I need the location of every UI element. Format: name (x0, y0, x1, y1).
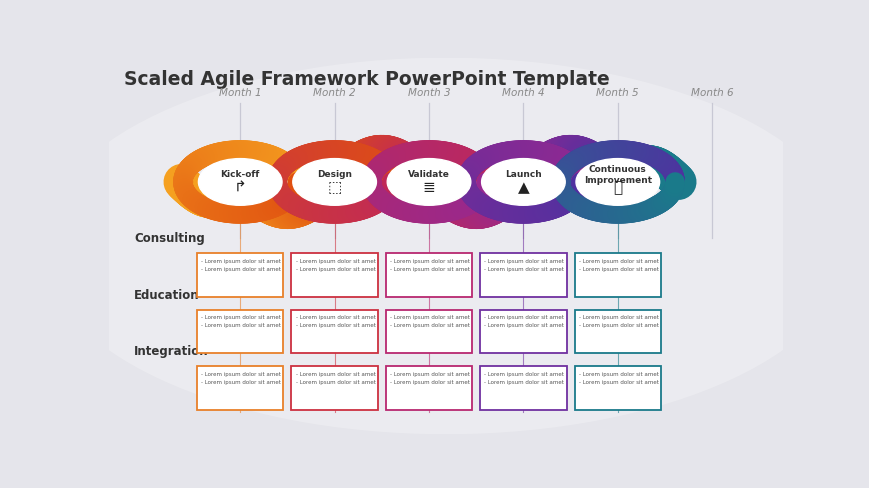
Circle shape (387, 159, 470, 206)
Text: ▲: ▲ (517, 180, 528, 195)
Text: - Lorem ipsum dolor sit amet
- Lorem ipsum dolor sit amet: - Lorem ipsum dolor sit amet - Lorem ips… (389, 259, 469, 271)
FancyBboxPatch shape (291, 310, 377, 353)
FancyBboxPatch shape (386, 254, 472, 297)
Text: ⤒: ⤒ (613, 180, 621, 195)
Text: - Lorem ipsum dolor sit amet
- Lorem ipsum dolor sit amet: - Lorem ipsum dolor sit amet - Lorem ips… (295, 259, 375, 271)
Circle shape (198, 159, 282, 206)
FancyBboxPatch shape (197, 366, 283, 410)
Text: Month 1: Month 1 (219, 88, 262, 98)
Ellipse shape (42, 59, 850, 434)
Circle shape (575, 159, 659, 206)
Text: - Lorem ipsum dolor sit amet
- Lorem ipsum dolor sit amet: - Lorem ipsum dolor sit amet - Lorem ips… (484, 259, 563, 271)
Text: - Lorem ipsum dolor sit amet
- Lorem ipsum dolor sit amet: - Lorem ipsum dolor sit amet - Lorem ips… (295, 371, 375, 384)
Text: - Lorem ipsum dolor sit amet
- Lorem ipsum dolor sit amet: - Lorem ipsum dolor sit amet - Lorem ips… (201, 315, 281, 327)
FancyBboxPatch shape (386, 310, 472, 353)
Text: - Lorem ipsum dolor sit amet
- Lorem ipsum dolor sit amet: - Lorem ipsum dolor sit amet - Lorem ips… (201, 371, 281, 384)
Text: - Lorem ipsum dolor sit amet
- Lorem ipsum dolor sit amet: - Lorem ipsum dolor sit amet - Lorem ips… (201, 259, 281, 271)
Text: - Lorem ipsum dolor sit amet
- Lorem ipsum dolor sit amet: - Lorem ipsum dolor sit amet - Lorem ips… (484, 371, 563, 384)
Text: Education: Education (134, 288, 200, 301)
Text: ↱: ↱ (234, 180, 246, 195)
Text: Consulting: Consulting (134, 232, 205, 244)
FancyBboxPatch shape (386, 366, 472, 410)
Text: Month 2: Month 2 (313, 88, 355, 98)
Text: Design: Design (317, 170, 352, 179)
Circle shape (293, 159, 376, 206)
Text: ⬚: ⬚ (327, 180, 342, 195)
Text: Month 4: Month 4 (501, 88, 544, 98)
Text: - Lorem ipsum dolor sit amet
- Lorem ipsum dolor sit amet: - Lorem ipsum dolor sit amet - Lorem ips… (484, 315, 563, 327)
Text: - Lorem ipsum dolor sit amet
- Lorem ipsum dolor sit amet: - Lorem ipsum dolor sit amet - Lorem ips… (389, 371, 469, 384)
Text: Month 5: Month 5 (596, 88, 639, 98)
FancyBboxPatch shape (574, 366, 660, 410)
Text: Launch: Launch (505, 170, 541, 179)
Text: Month 6: Month 6 (690, 88, 733, 98)
FancyBboxPatch shape (291, 366, 377, 410)
Text: - Lorem ipsum dolor sit amet
- Lorem ipsum dolor sit amet: - Lorem ipsum dolor sit amet - Lorem ips… (578, 315, 658, 327)
Text: - Lorem ipsum dolor sit amet
- Lorem ipsum dolor sit amet: - Lorem ipsum dolor sit amet - Lorem ips… (578, 371, 658, 384)
Text: Scaled Agile Framework PowerPoint Template: Scaled Agile Framework PowerPoint Templa… (123, 70, 608, 89)
FancyBboxPatch shape (574, 254, 660, 297)
FancyBboxPatch shape (197, 254, 283, 297)
Text: - Lorem ipsum dolor sit amet
- Lorem ipsum dolor sit amet: - Lorem ipsum dolor sit amet - Lorem ips… (578, 259, 658, 271)
Text: - Lorem ipsum dolor sit amet
- Lorem ipsum dolor sit amet: - Lorem ipsum dolor sit amet - Lorem ips… (389, 315, 469, 327)
Text: Validate: Validate (408, 170, 449, 179)
FancyBboxPatch shape (480, 310, 566, 353)
FancyBboxPatch shape (197, 310, 283, 353)
Text: - Lorem ipsum dolor sit amet
- Lorem ipsum dolor sit amet: - Lorem ipsum dolor sit amet - Lorem ips… (295, 315, 375, 327)
FancyBboxPatch shape (480, 254, 566, 297)
Text: ≣: ≣ (422, 180, 434, 195)
Text: Month 3: Month 3 (408, 88, 450, 98)
Text: Kick-off: Kick-off (220, 170, 260, 179)
FancyBboxPatch shape (480, 366, 566, 410)
FancyBboxPatch shape (291, 254, 377, 297)
Text: Integration: Integration (134, 345, 209, 357)
FancyBboxPatch shape (574, 310, 660, 353)
Text: Continuous
Improvement: Continuous Improvement (583, 164, 651, 184)
Circle shape (481, 159, 565, 206)
